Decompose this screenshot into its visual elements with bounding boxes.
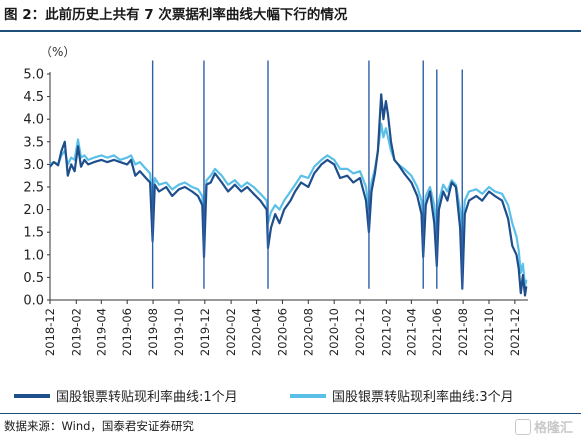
x-tick-label: 2020-06 — [275, 308, 289, 356]
watermark-text: 格隆汇 — [533, 421, 573, 436]
x-tick-label: 2021-04 — [404, 308, 418, 356]
y-tick-label: 2.0 — [23, 203, 44, 218]
x-tick-label: 2019-04 — [94, 308, 108, 356]
x-tick-label: 2018-12 — [43, 308, 57, 356]
x-tick-label: 2020-08 — [301, 308, 315, 356]
watermark-logo-icon — [514, 418, 531, 435]
x-tick-label: 2020-12 — [353, 308, 367, 356]
watermark: 格隆汇 — [514, 417, 573, 436]
y-tick-label: 1.5 — [23, 226, 44, 241]
legend-label-1m: 国股银票转贴现利率曲线:1个月 — [56, 389, 238, 405]
x-tick-label: 2019-12 — [198, 308, 212, 356]
series-line-3m — [49, 122, 528, 288]
source-divider — [0, 413, 581, 414]
title-divider — [0, 30, 581, 32]
y-tick-label: 2.5 — [23, 181, 44, 196]
x-tick-label: 2020-10 — [327, 308, 341, 356]
x-tick-label: 2021-12 — [508, 308, 522, 356]
x-tick-label: 2019-06 — [120, 308, 134, 356]
y-axis: 5.0 4.5 4.0 3.5 3.0 2.5 2.0 1.5 1.0 0.5 0.0 — [23, 68, 51, 309]
x-tick-label: 2021-10 — [482, 308, 496, 356]
series-layer — [49, 93, 528, 297]
figure-title: 图 2：此前历史上共有 7 次票据利率曲线大幅下行的情况 — [4, 7, 348, 23]
x-tick-label: 2021-06 — [430, 308, 444, 356]
y-tick-label: 3.5 — [23, 135, 44, 150]
y-tick-label: 3.0 — [23, 158, 44, 173]
x-tick-label: 2019-08 — [146, 308, 160, 356]
legend: 国股银票转贴现利率曲线:1个月 国股银票转贴现利率曲线:3个月 — [14, 389, 514, 405]
y-tick-label: 4.5 — [23, 90, 44, 105]
y-tick-label: 5.0 — [23, 68, 44, 83]
x-tick-label: 2020-02 — [224, 308, 238, 356]
y-tick-label: 4.0 — [23, 113, 44, 128]
source-note: 数据来源：Wind，国泰君安证券研究 — [4, 419, 194, 433]
y-tick-label: 0.0 — [23, 294, 44, 309]
y-tick-label: 1.0 — [23, 248, 44, 263]
x-tick-label: 2021-02 — [379, 308, 393, 356]
x-axis: 2018-12 2019-02 2019-04 2019-06 2019-08 2019-… — [43, 299, 528, 356]
x-tick-label: 2021-08 — [456, 308, 470, 356]
event-markers — [151, 60, 463, 289]
x-tick-label: 2020-04 — [250, 308, 264, 356]
x-tick-label: 2019-10 — [172, 308, 186, 356]
line-chart: （%） 5.0 4.5 4.0 3.5 3.0 2.5 2.0 1.5 1.0 0.5 0.0 20… — [14, 45, 528, 405]
legend-label-3m: 国股银票转贴现利率曲线:3个月 — [332, 389, 514, 405]
series-line-1m — [49, 93, 528, 297]
x-tick-label: 2019-02 — [69, 308, 83, 356]
y-tick-label: 0.5 — [23, 271, 44, 286]
y-unit-label: （%） — [40, 45, 75, 59]
